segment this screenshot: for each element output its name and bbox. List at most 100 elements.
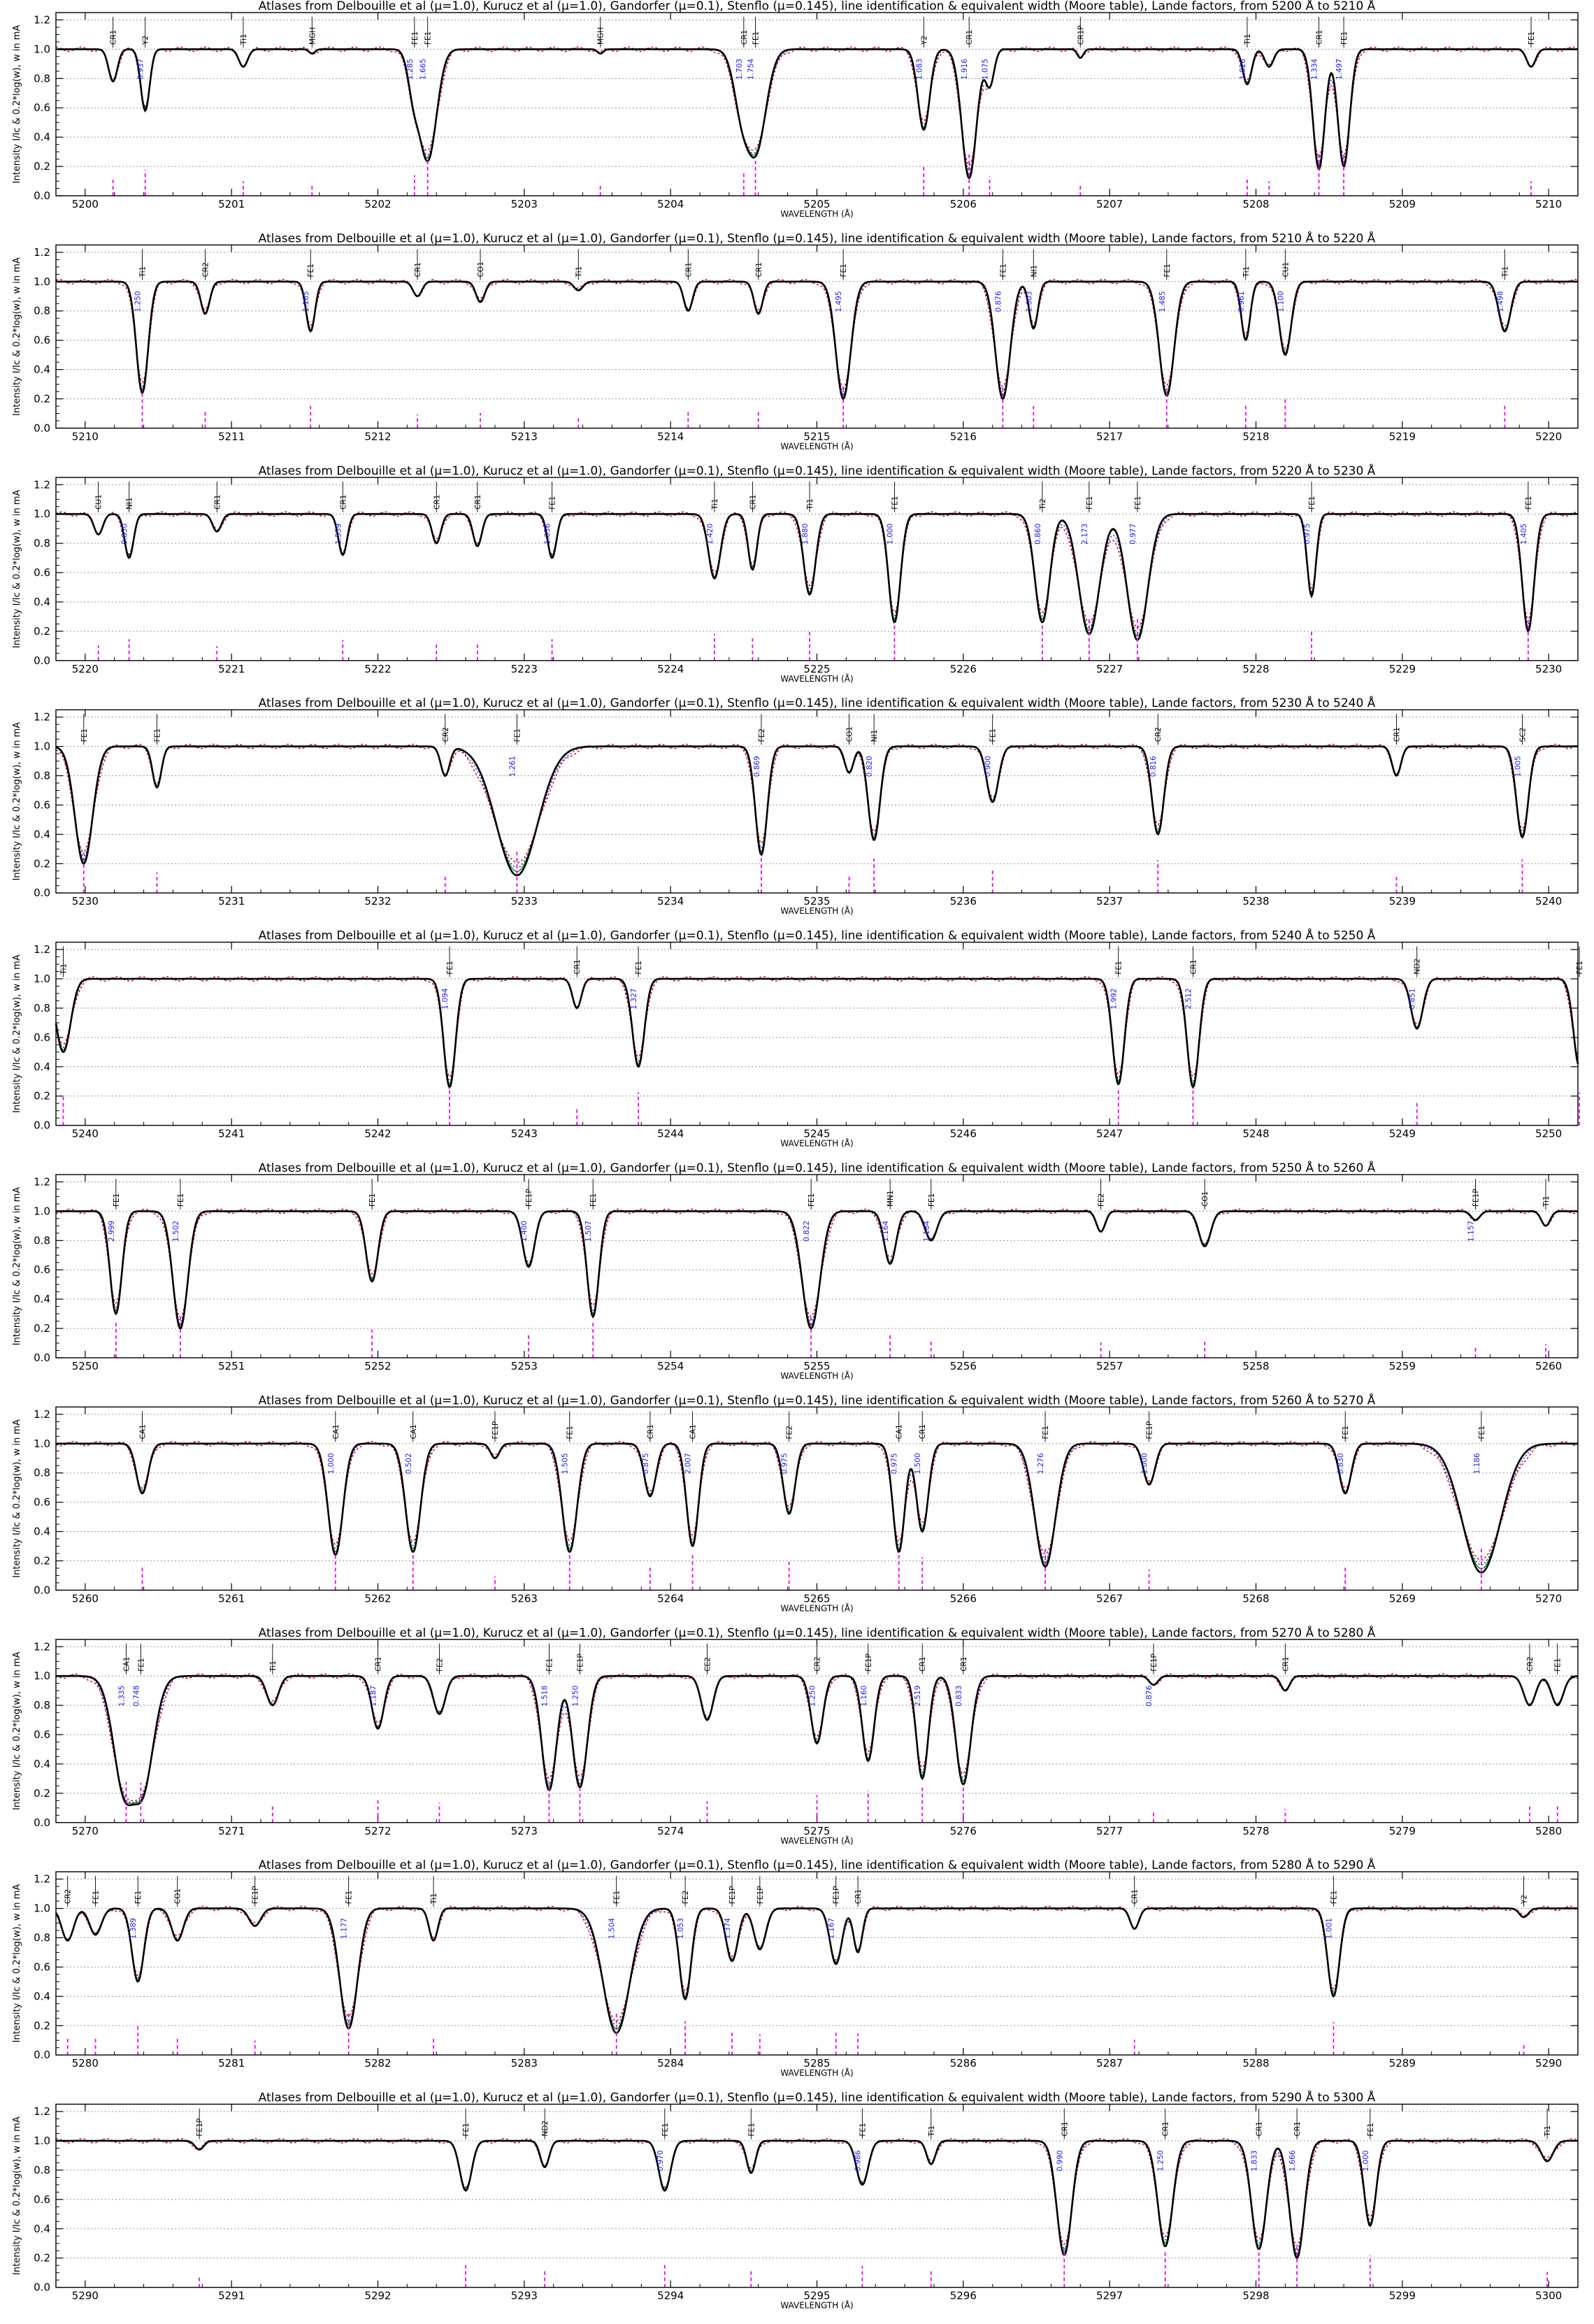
line-id-label: CR2 (1154, 727, 1163, 742)
line-id-label: Ti1 (139, 266, 148, 278)
lande-factor-label: 2.512 (1184, 989, 1193, 1010)
spectrum-panel: Atlases from Delbouille et al (μ=1.0), K… (12, 1392, 1579, 1613)
line-id-label: CR1 (965, 30, 974, 45)
lande-factor-label: 0.833 (955, 1686, 963, 1707)
delbouille-spectrum-line (55, 1907, 1578, 2035)
lande-factor-label: 1.992 (1110, 989, 1119, 1010)
line-id-label: CR1 (433, 494, 441, 509)
x-tick-label: 5211 (218, 430, 245, 443)
x-tick-label: 5220 (1535, 430, 1562, 443)
panel-title: Atlases from Delbouille et al (μ=1.0), K… (259, 1160, 1376, 1175)
lande-factor-label: 1.164 (882, 1221, 890, 1242)
x-tick-label: 5249 (1389, 1128, 1416, 1140)
x-tick-label: 5269 (1389, 1592, 1416, 1605)
x-tick-label: 5252 (364, 1360, 391, 1372)
kurucz-spectrum-line (55, 1440, 1579, 1561)
line-id-label: CR1 (919, 1424, 927, 1439)
y-tick-label: 0.8 (34, 1002, 50, 1014)
x-tick-label: 5212 (364, 430, 391, 443)
x-tick-label: 5219 (1389, 430, 1416, 443)
line-id-label: FE1 (411, 31, 419, 45)
line-id-label: MGH (597, 27, 605, 45)
delbouille-spectrum-line (56, 2139, 1578, 2259)
lande-factor-label: 1.420 (706, 524, 715, 545)
y-axis-label: Intensity I/Ic & 0.2*log(w), w in mA (12, 25, 22, 184)
x-tick-label: 5262 (364, 1592, 391, 1605)
x-tick-label: 5209 (1389, 198, 1416, 210)
line-id-label: CR2 (442, 727, 450, 742)
gandorfer-spectrum-line (55, 1674, 1579, 1803)
line-id-label: CU1 (1281, 262, 1290, 278)
lande-factor-label: 1.000 (1141, 1453, 1149, 1474)
lande-factor-label: 1.327 (630, 989, 638, 1010)
lande-factor-label: 1.083 (915, 59, 924, 80)
x-axis-label: WAVELENGTH (Å) (780, 208, 853, 219)
lande-factor-label: 1.053 (677, 1918, 685, 1939)
line-id-label: CR1 (1256, 2121, 1264, 2136)
line-id-label: FE1 (153, 729, 161, 742)
spectrum-panel: Atlases from Delbouille et al (μ=1.0), K… (12, 1160, 1579, 1381)
y-tick-label: 0.0 (34, 189, 50, 202)
line-id-label: CR1 (573, 959, 582, 974)
y-axis-label: Intensity I/Ic & 0.2*log(w), w in mA (12, 489, 22, 648)
line-id-label: CR1 (1162, 2121, 1170, 2136)
y-tick-label: 0.8 (34, 1234, 50, 1247)
stenflo-spectrum-line (56, 1443, 1578, 1570)
x-tick-label: 5288 (1242, 2057, 1269, 2070)
x-tick-label: 5255 (803, 1360, 830, 1372)
lande-factor-label: 0.850 (121, 524, 129, 545)
x-tick-label: 5247 (1096, 1128, 1123, 1140)
lande-factor-label: 1.504 (608, 1918, 617, 1939)
line-id-label: CA1 (139, 1424, 148, 1439)
lande-factor-label: 1.184 (923, 1221, 931, 1242)
lande-factor-label: 2.999 (108, 1221, 116, 1242)
line-id-label: CR2 (202, 262, 210, 277)
line-id-label: FE1 (513, 729, 522, 742)
lande-factor-label: 0.961 (1237, 291, 1246, 312)
line-id-label: NI1 (1030, 265, 1038, 278)
x-tick-label: 5260 (72, 1592, 99, 1605)
x-tick-label: 5282 (364, 2057, 391, 2070)
x-tick-label: 5283 (511, 2057, 538, 2070)
line-id-label: FE1 (307, 264, 315, 277)
y-tick-label: 0.2 (34, 2019, 50, 2032)
y-tick-label: 0.8 (34, 305, 50, 317)
line-id-label: FE1P (1472, 1189, 1480, 1207)
y-tick-label: 0.0 (34, 2281, 50, 2294)
x-tick-label: 5223 (511, 663, 538, 675)
line-id-label: FE1 (1042, 1426, 1050, 1439)
y-axis-label: Intensity I/Ic & 0.2*log(w), w in mA (12, 257, 22, 416)
lande-factor-label: 1.276 (1037, 1453, 1045, 1474)
y-tick-label: 0.0 (34, 654, 50, 667)
x-tick-label: 5243 (511, 1128, 538, 1140)
lande-factor-label: 0.975 (1303, 524, 1312, 545)
x-tick-label: 5299 (1389, 2290, 1416, 2302)
panel-title: Atlases from Delbouille et al (μ=1.0), K… (259, 695, 1376, 710)
spectrum-panel: Atlases from Delbouille et al (μ=1.0), K… (12, 463, 1579, 684)
x-tick-label: 5263 (511, 1592, 538, 1605)
stenflo-spectrum-line (56, 281, 1578, 396)
line-id-label: FE2 (786, 1426, 794, 1439)
y-tick-label: 0.4 (34, 1061, 50, 1073)
y-tick-label: 1.2 (34, 478, 50, 491)
x-tick-label: 5222 (364, 663, 391, 675)
lande-factor-label: 1.100 (1277, 291, 1285, 312)
lande-factor-label: 1.167 (828, 1918, 836, 1939)
y-tick-label: 1.2 (34, 1408, 50, 1421)
line-id-label: FE1 (589, 1193, 598, 1207)
lande-factor-label: 0.977 (1129, 524, 1137, 545)
lande-factor-label: 0.820 (866, 756, 874, 777)
x-tick-label: 5204 (657, 198, 684, 210)
line-id-label: CR1 (740, 30, 749, 45)
x-tick-label: 5207 (1096, 198, 1123, 210)
spectrum-panel: Atlases from Delbouille et al (μ=1.0), K… (12, 2090, 1579, 2311)
lande-factor-label: 1.250 (809, 1686, 817, 1707)
lande-factor-label: 0.975 (781, 1453, 789, 1474)
line-id-label: CR2 (64, 1889, 73, 1904)
y-tick-label: 0.4 (34, 1293, 50, 1305)
x-tick-label: 5250 (72, 1360, 99, 1372)
line-id-label: Ti1 (575, 266, 583, 278)
gandorfer-spectrum-line (55, 1442, 1579, 1565)
line-id-label: Ti1 (806, 498, 814, 510)
line-id-label: CR1 (960, 1656, 968, 1671)
